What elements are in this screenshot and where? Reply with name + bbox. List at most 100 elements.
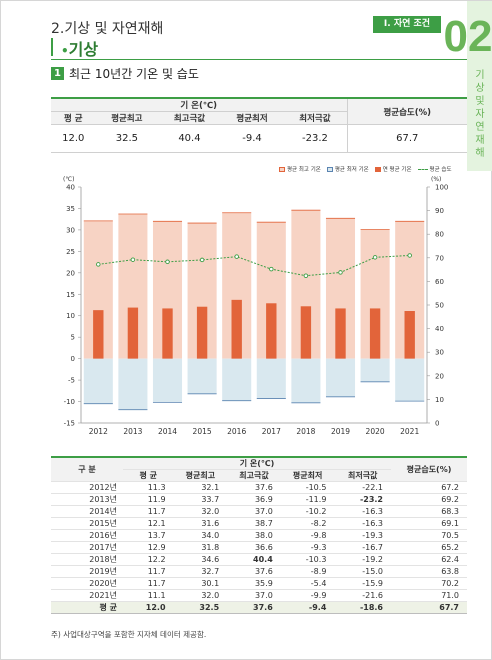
table-cell: -16.3	[334, 517, 391, 530]
detail-col-header: 최저극값	[334, 469, 391, 482]
bar-avg-min-temp	[187, 358, 217, 394]
right-axis-unit: (%)	[431, 176, 441, 183]
detail-col-label: 구 분	[51, 456, 123, 482]
humidity-point	[234, 254, 239, 259]
humidity-point	[96, 262, 101, 267]
summary-col-header: 최저극값	[283, 111, 347, 125]
subheading: •기상	[51, 36, 98, 60]
table-cell: 30.1	[173, 577, 228, 590]
table-cell: 11.7	[123, 505, 174, 518]
bar-avg-min-temp	[118, 358, 148, 410]
right-axis-tick-label: 80	[435, 231, 444, 239]
table-cell: 32.0	[173, 589, 228, 602]
table-row: 2020년 11.7 30.1 35.9 -5.4 -15.9 70.2	[51, 577, 467, 590]
left-axis-tick-label: 40	[66, 184, 75, 192]
table-row: 2014년 11.7 32.0 37.0 -10.2 -16.3 68.3	[51, 505, 467, 518]
side-text-char: 재	[475, 135, 485, 146]
table-cell: -9.3	[280, 541, 335, 554]
summary-col-header: 평균최저	[220, 111, 284, 125]
table-row: 2016년 13.7 34.0 38.0 -9.8 -19.3 70.5	[51, 529, 467, 542]
left-axis-tick-label: -10	[64, 398, 75, 406]
table-row: 2017년 12.9 31.8 36.6 -9.3 -16.7 65.2	[51, 541, 467, 554]
item-title: 최근 10년간 기온 및 습도	[69, 67, 199, 81]
table-cell-humidity: 62.4	[391, 553, 467, 566]
right-axis-tick-label: 30	[435, 349, 444, 357]
table-cell: -15.9	[334, 577, 391, 590]
humidity-point	[303, 273, 309, 278]
left-axis-tick-label: 15	[66, 291, 75, 299]
row-label: 2016년	[51, 529, 123, 542]
table-cell-humidity: 67.2	[391, 481, 467, 494]
bar-avg-min-temp	[222, 358, 252, 401]
left-axis-tick-label: 5	[71, 334, 75, 342]
table-cell: 37.0	[227, 505, 281, 518]
table-cell: -9.4	[280, 601, 335, 614]
bar-avg-min-temp	[83, 358, 113, 404]
right-axis-tick-label: 0	[435, 420, 439, 428]
summary-group-header: 기 온(℃)	[51, 97, 347, 112]
bar-annual-avg-temp	[93, 310, 104, 359]
humidity-point	[338, 270, 343, 275]
row-label: 2018년	[51, 553, 123, 566]
x-axis-tick-label: 2017	[262, 427, 281, 436]
table-cell-humidity: 69.2	[391, 493, 467, 506]
right-axis-tick-label: 90	[435, 207, 444, 215]
summary-table: 기 온(℃) 평균습도(%) 평 균 평균최고 최고극값 평균최저 최저극값 1…	[51, 97, 467, 153]
humidity-point	[407, 253, 412, 258]
table-cell: 38.0	[227, 529, 281, 542]
table-cell: -23.2	[334, 493, 391, 506]
table-cell: 35.9	[227, 577, 281, 590]
table-cell: -19.2	[334, 553, 391, 566]
detail-col-header: 평균최고	[173, 469, 228, 482]
x-axis-tick-label: 2020	[366, 427, 385, 436]
legend-label: 연 평균 기온	[382, 167, 412, 173]
bar-annual-avg-temp	[369, 308, 381, 359]
right-axis-tick-label: 100	[435, 184, 448, 192]
table-cell: 11.3	[123, 481, 174, 494]
table-cell: -8.2	[280, 517, 335, 530]
footnote: 주) 사업대상구역을 포함한 지자체 데이터 제공함.	[51, 630, 207, 639]
table-row: 2012년 11.3 32.1 37.6 -10.5 -22.1 67.2	[51, 481, 467, 494]
row-label: 2021년	[51, 589, 123, 602]
detail-humidity-header: 평균습도(%)	[391, 456, 467, 482]
bar-annual-avg-temp	[231, 299, 242, 359]
left-axis-tick-label: 20	[66, 269, 75, 277]
x-axis-tick-label: 2014	[158, 427, 177, 436]
row-label: 2019년	[51, 565, 123, 578]
table-cell: 32.0	[173, 505, 228, 518]
bar-avg-min-temp	[325, 358, 356, 397]
table-cell: 32.1	[173, 481, 228, 494]
table-cell: 32.7	[173, 565, 228, 578]
table-cell: -9.9	[280, 589, 335, 602]
table-cell: 11.7	[123, 565, 174, 578]
bar-avg-min-temp	[360, 358, 390, 382]
summary-value: 40.4	[158, 124, 221, 153]
table-cell-humidity: 65.2	[391, 541, 467, 554]
legend-item: 평균 최고 기온	[279, 165, 321, 173]
table-cell: -10.2	[280, 505, 335, 518]
average-row: 평 균 12.0 32.5 37.6 -9.4 -18.6 67.7	[51, 601, 467, 614]
subheading-mark	[51, 38, 53, 56]
bar-annual-avg-temp	[162, 308, 173, 359]
table-cell: -21.6	[334, 589, 391, 602]
item-number-badge: 1	[51, 67, 64, 80]
left-axis-unit: (℃)	[63, 176, 74, 183]
table-cell: 31.6	[173, 517, 228, 530]
humidity-point	[130, 257, 136, 262]
side-text-char: 및	[475, 96, 485, 107]
bar-annual-avg-temp	[196, 306, 208, 359]
detail-col-header: 평균최저	[280, 469, 335, 482]
table-cell-humidity: 68.3	[391, 505, 467, 518]
table-cell: 38.7	[227, 517, 281, 530]
left-axis-tick-label: 30	[66, 226, 75, 234]
right-axis-tick-label: 60	[435, 278, 444, 286]
x-axis-tick-label: 2018	[296, 427, 315, 436]
table-cell-humidity: 69.1	[391, 517, 467, 530]
table-cell: 40.4	[227, 553, 281, 566]
right-axis-tick-label: 70	[435, 254, 444, 262]
summary-humidity-value: 67.7	[346, 124, 467, 153]
table-row: 2015년 12.1 31.6 38.7 -8.2 -16.3 69.1	[51, 517, 467, 530]
table-cell: 32.5	[173, 601, 228, 614]
